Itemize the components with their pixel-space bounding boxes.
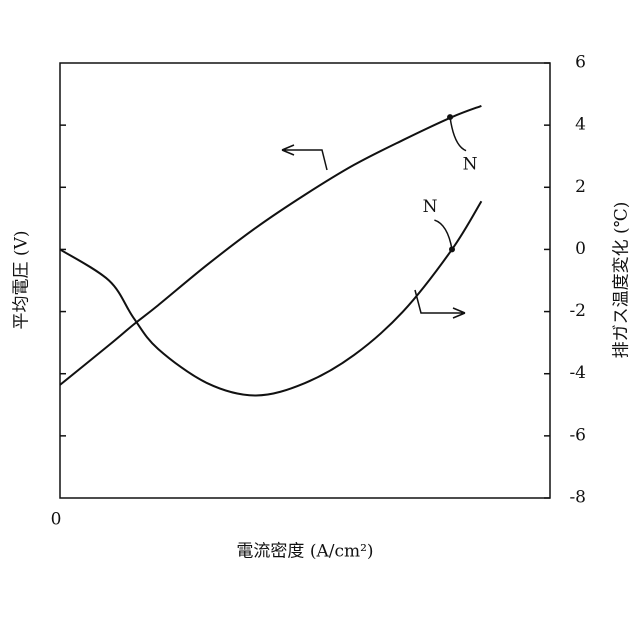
line [60,106,481,385]
leader [450,117,466,151]
y2-tick-label: 0 [575,239,586,259]
annotation: N [423,197,438,217]
page: {"chart_data": {"type": "line", "x_label… [0,0,640,640]
arrow-right [415,290,465,318]
y2-axis-title: 排ガス温度変化 (℃) [612,202,632,359]
point-marker [449,246,455,252]
leader [434,220,452,249]
arrow-left [282,145,327,170]
y2-tick-label: -6 [569,425,586,445]
line [60,201,481,395]
x-tick-label: 0 [51,510,62,530]
point-marker [447,114,453,120]
annotation: N [463,155,478,175]
y2-tick-label: 2 [575,177,586,197]
y-axis-title: 平均電圧 (V) [12,231,32,330]
plot-frame [60,63,550,498]
y2-tick-label: -2 [569,301,586,321]
y2-tick-label: 4 [575,115,586,135]
y2-tick-label: -4 [569,363,586,383]
y2-tick-label: 6 [575,53,586,73]
chart: 電流密度 (A/cm²) 平均電圧 (V) 排ガス温度変化 (℃) 0 6 4 2 0 -… [0,0,640,640]
x-axis-title: 電流密度 (A/cm²) [236,542,373,562]
y2-tick-label: -8 [569,488,586,508]
